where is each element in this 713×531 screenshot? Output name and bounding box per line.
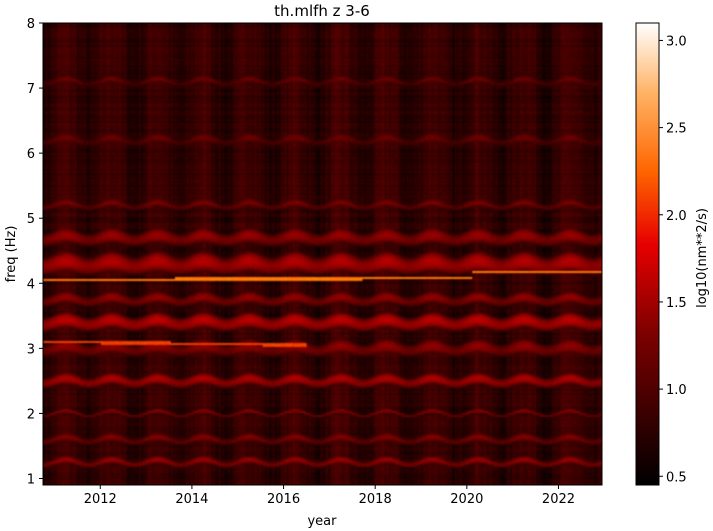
- colorbar-tick-label: 1.5: [666, 296, 687, 311]
- colorbar-tick-label: 1.0: [666, 383, 687, 398]
- y-tick-label: 8: [27, 17, 35, 32]
- y-tick-label: 3: [27, 342, 35, 357]
- heatmap-area: [43, 23, 602, 485]
- y-tick-label: 7: [27, 82, 35, 97]
- plot-frame: [42, 22, 603, 486]
- y-tick-label: 4: [27, 277, 35, 292]
- y-tick-label: 6: [27, 147, 35, 162]
- colorbar-tick-label: 2.0: [666, 209, 687, 224]
- colorbar-ticks: 0.5 1.0 1.5 2.0 2.5 3.0: [659, 34, 687, 485]
- x-axis-ticks: 2012 2014 2016 2018 2020 2022: [84, 485, 575, 507]
- heatmap-image: [43, 23, 602, 485]
- y-tick-label: 1: [27, 472, 35, 487]
- y-tick-label: 5: [27, 212, 35, 227]
- x-tick-label: 2022: [542, 492, 575, 507]
- x-tick-label: 2014: [175, 492, 208, 507]
- x-axis-label: year: [307, 514, 337, 529]
- x-tick-label: 2012: [84, 492, 117, 507]
- x-tick-label: 2016: [267, 492, 300, 507]
- y-axis-label: freq (Hz): [4, 226, 19, 283]
- colorbar: 0.5 1.0 1.5 2.0 2.5 3.0 log10(nm**2/s): [635, 22, 710, 486]
- x-tick-label: 2020: [450, 492, 483, 507]
- y-tick-label: 2: [27, 407, 35, 422]
- colorbar-tick-label: 0.5: [666, 470, 687, 485]
- chart-title: th.mlfh z 3-6: [274, 2, 370, 20]
- colorbar-label: log10(nm**2/s): [695, 208, 710, 308]
- colorbar-gradient: [635, 22, 660, 486]
- x-tick-label: 2018: [359, 492, 392, 507]
- y-axis-ticks: 1 2 3 4 5 6 7 8: [27, 17, 43, 487]
- colorbar-tick-label: 2.5: [666, 122, 687, 137]
- colorbar-tick-label: 3.0: [666, 34, 687, 49]
